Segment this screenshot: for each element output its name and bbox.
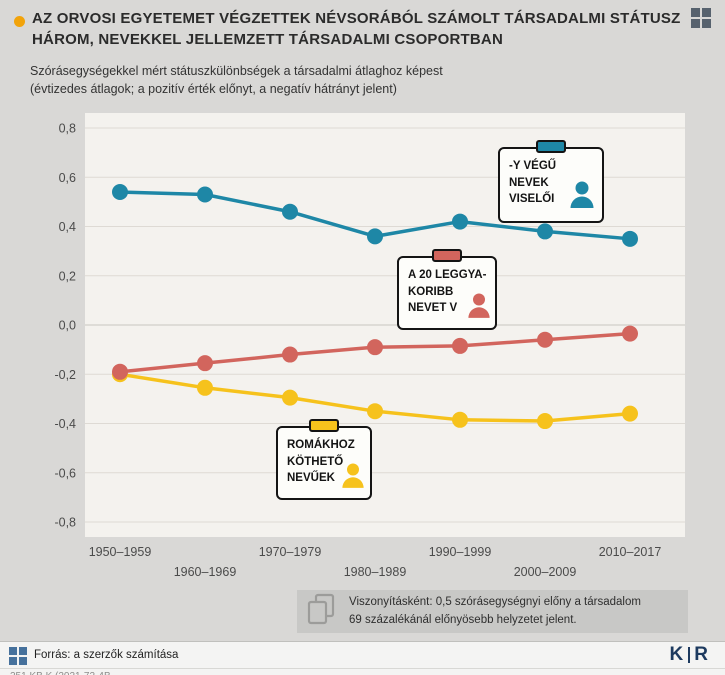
badge-label-line: KÖTHETŐ bbox=[287, 455, 344, 468]
y-tick-label: 0,6 bbox=[59, 171, 76, 185]
subtitle-line-1: Szórásegységekkel mért státuszkülönbsége… bbox=[30, 64, 443, 78]
bullet-icon bbox=[14, 16, 25, 27]
badge-label-line: KORIBB bbox=[408, 285, 454, 298]
subtitle-line-2: (évtizedes átlagok; a pozitív érték előn… bbox=[30, 82, 397, 97]
logo-square bbox=[691, 19, 700, 28]
publisher-logo-icon bbox=[691, 8, 711, 28]
footer: Forrás: a szerzők számítása KR 251 KB K … bbox=[0, 641, 725, 675]
badge-label-line: NEVŰEK bbox=[287, 472, 335, 485]
badge-label-line: -Y VÉGŰ bbox=[509, 160, 557, 172]
data-point bbox=[112, 184, 128, 201]
data-point bbox=[367, 339, 383, 356]
logo-square bbox=[9, 656, 17, 665]
y-tick-label: -0,4 bbox=[54, 417, 76, 431]
data-point bbox=[282, 389, 298, 406]
y-tick-label: -0,6 bbox=[54, 466, 76, 480]
y-tick-label: 0,8 bbox=[59, 122, 76, 136]
series-line bbox=[118, 372, 632, 423]
badge-clip-icon bbox=[309, 419, 339, 432]
legend-badge-y-ending-names: -Y VÉGŰ NEVEK VISELŐI bbox=[498, 140, 604, 223]
data-point bbox=[367, 228, 383, 245]
badge-clip-icon bbox=[432, 249, 462, 262]
note-line-1: Viszonyításként: 0,5 szórásegységnyi elő… bbox=[349, 596, 641, 609]
data-point bbox=[112, 363, 128, 380]
data-point bbox=[197, 186, 213, 203]
logo-square bbox=[18, 656, 27, 665]
person-icon bbox=[341, 462, 365, 494]
x-tick-label: 1960–1969 bbox=[174, 565, 237, 579]
data-point bbox=[197, 355, 213, 372]
data-point bbox=[197, 379, 213, 396]
data-point bbox=[282, 203, 298, 220]
kr-logo-r: R bbox=[695, 672, 709, 675]
badge-label-line: VISELŐI bbox=[509, 193, 555, 206]
kr-logo-bar bbox=[688, 647, 691, 663]
source-text: Forrás: a szerzők számítása bbox=[34, 649, 179, 661]
kr-logo-r: R bbox=[694, 644, 709, 665]
kr-logo-k: K bbox=[669, 644, 685, 665]
copy-pages-icon bbox=[306, 593, 336, 631]
data-point bbox=[452, 213, 468, 230]
data-point bbox=[537, 413, 553, 430]
page-title: AZ ORVOSI EGYETEMET VÉGZETTEK NÉVSORÁBÓL… bbox=[32, 8, 682, 50]
y-tick-label: 0,4 bbox=[59, 220, 76, 234]
logo-square bbox=[702, 8, 711, 17]
legend-badge-roma-names: ROMÁKHOZ KÖTHETŐ NEVŰEK bbox=[276, 419, 372, 500]
data-point bbox=[367, 403, 383, 420]
kr-logo-k: K bbox=[671, 672, 685, 675]
badge-label-line: A 20 LEGGYA- bbox=[408, 269, 487, 281]
x-tick-label: 2010–2017 bbox=[599, 545, 662, 559]
source-logo-icon bbox=[9, 647, 27, 665]
badge-label-line: NEVET V bbox=[408, 302, 458, 315]
data-point bbox=[112, 366, 128, 383]
x-tick-label: 1950–1959 bbox=[89, 545, 152, 559]
data-point bbox=[537, 331, 553, 348]
clipped-caption: 251 KB K (2021-72-4B bbox=[10, 671, 111, 675]
legend-badge-most-common-names: A 20 LEGGYA- KORIBB NEVET V bbox=[397, 249, 497, 330]
data-point bbox=[622, 325, 638, 342]
y-tick-label: -0,2 bbox=[54, 368, 76, 382]
data-point bbox=[452, 337, 468, 354]
title-line-2: STÁTUSZ HÁROM, NEVEKKEL JELLEMZETT TÁRSA… bbox=[32, 10, 681, 48]
x-tick-label: 1970–1979 bbox=[259, 545, 322, 559]
data-point bbox=[622, 405, 638, 422]
badge-clip-icon bbox=[536, 140, 566, 153]
data-point bbox=[537, 223, 553, 240]
y-tick-label: 0,0 bbox=[59, 319, 76, 333]
badge-label-line: NEVEK bbox=[509, 176, 549, 189]
logo-square bbox=[9, 647, 17, 655]
x-tick-label: 1980–1989 bbox=[344, 565, 407, 579]
series-line bbox=[118, 331, 632, 374]
comparison-note: Viszonyításként: 0,5 szórásegységnyi elő… bbox=[297, 590, 688, 633]
data-point bbox=[452, 411, 468, 428]
title-line-1: AZ ORVOSI EGYETEMET VÉGZETTEK NÉVSORÁBÓL… bbox=[32, 10, 606, 27]
logo-square bbox=[18, 647, 27, 655]
logo-square bbox=[702, 19, 711, 28]
chart-subtitle: Szórásegységekkel mért státuszkülönbsége… bbox=[30, 62, 590, 98]
person-icon bbox=[467, 292, 491, 324]
y-tick-label: -0,8 bbox=[54, 516, 76, 530]
footer-clipped-row: 251 KB K (2021-72-4B K R bbox=[0, 669, 725, 675]
data-point bbox=[282, 346, 298, 363]
y-tick-label: 0,2 bbox=[59, 269, 76, 283]
logo-square bbox=[691, 8, 700, 17]
person-icon bbox=[569, 180, 595, 214]
data-point bbox=[622, 230, 638, 247]
note-line-2: 69 százalékánál előnyösebb helyzetet jel… bbox=[349, 613, 577, 626]
badge-label-line: ROMÁKHOZ bbox=[287, 439, 355, 451]
x-tick-label: 1990–1999 bbox=[429, 545, 492, 559]
x-tick-label: 2000–2009 bbox=[514, 565, 577, 579]
